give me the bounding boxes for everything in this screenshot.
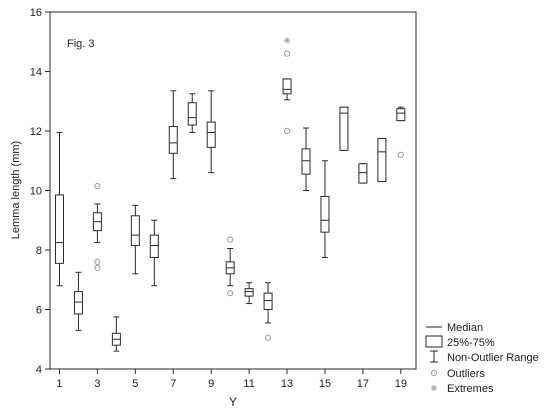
legend-label: 25%-75%: [447, 337, 495, 349]
iqr-box: [206, 121, 216, 148]
legend-outlier-swatch: [430, 369, 438, 377]
legend-label: Non-Outlier Range: [447, 352, 539, 364]
y-tick-label: 10: [30, 186, 42, 198]
outlier-point: [94, 264, 101, 271]
box-group: [187, 93, 197, 133]
iqr-box: [130, 215, 140, 247]
box-group: [206, 90, 216, 174]
outlier-point: [94, 258, 101, 265]
box-group: [168, 90, 178, 180]
outlier-point: [283, 50, 291, 57]
iqr-box: [396, 108, 406, 122]
legend-item-extreme: Extremes: [431, 383, 494, 395]
iqr-box: [339, 106, 349, 151]
legend-item-whisker: Non-Outlier Range: [430, 350, 539, 364]
box-group: [54, 131, 64, 287]
iqr-box: [263, 292, 273, 311]
legend-label: Outliers: [447, 368, 485, 380]
box-group: [377, 137, 387, 183]
outlier-point: [264, 334, 272, 341]
outlier-point: [227, 236, 234, 243]
box-group: [358, 163, 368, 184]
y-tick-label: 6: [36, 305, 42, 317]
outlier-point: [94, 182, 101, 190]
y-tick-label: 14: [30, 67, 42, 79]
box-group: [263, 282, 273, 341]
iqr-box: [244, 288, 254, 297]
outlier-point: [397, 151, 404, 158]
extreme-stroke: [284, 37, 290, 43]
x-tick-label: 1: [56, 378, 62, 390]
x-tick-label: 7: [170, 378, 176, 390]
legend-box-swatch: [425, 335, 443, 348]
extreme-point: [284, 37, 291, 44]
outlier-point: [227, 290, 234, 297]
x-tick-label: 15: [319, 378, 331, 390]
iqr-box: [320, 195, 330, 233]
plot-area-frame: [49, 11, 417, 370]
x-tick-label: 9: [208, 378, 214, 390]
legend: Median 25%-75% Non-Outlier Range Outliers Ex…: [425, 322, 539, 395]
box-group: [111, 316, 121, 352]
y-tick-label: 8: [36, 245, 42, 257]
y-tick-label: 16: [30, 7, 42, 19]
box-group: [396, 106, 406, 158]
box-group: [73, 271, 83, 331]
legend-item-outlier: Outliers: [430, 368, 485, 380]
legend-extreme-swatch: [431, 385, 437, 391]
x-axis-label: Y: [229, 395, 237, 409]
x-tick-label: 5: [132, 378, 138, 390]
box-group: [149, 219, 159, 287]
iqr-box: [54, 194, 64, 264]
x-tick-label: 3: [94, 378, 100, 390]
x-tick-label: 13: [281, 378, 293, 390]
box-group: [244, 282, 254, 305]
box-group: [130, 204, 140, 275]
legend-label: Extremes: [447, 383, 494, 395]
x-tick-label: 11: [243, 378, 254, 390]
figure-annotation: Fig. 3: [67, 38, 95, 50]
iqr-box: [168, 126, 178, 154]
box-group: [301, 127, 311, 191]
iqr-box: [377, 137, 387, 183]
y-tick-label: 4: [36, 364, 42, 376]
x-tick-label: 17: [357, 378, 369, 390]
box-group: [92, 182, 102, 271]
outlier-point: [283, 127, 291, 135]
iqr-box: [358, 163, 368, 184]
box-group: [320, 160, 330, 258]
iqr-box: [301, 148, 311, 175]
box-group: [282, 37, 292, 135]
legend-item-median: Median: [426, 322, 483, 334]
box-series: [54, 37, 406, 352]
y-tick-label: 12: [30, 126, 42, 138]
y-axis-label: Lemma length (mm): [10, 141, 22, 239]
box-group: [339, 106, 349, 151]
x-tick-label: 19: [395, 378, 407, 390]
iqr-box: [187, 102, 197, 126]
legend-item-box: 25%-75%: [425, 335, 495, 349]
box-group: [225, 236, 235, 297]
iqr-box: [149, 234, 159, 258]
iqr-box: [282, 78, 292, 95]
iqr-box: [73, 291, 83, 315]
legend-label: Median: [447, 322, 483, 334]
